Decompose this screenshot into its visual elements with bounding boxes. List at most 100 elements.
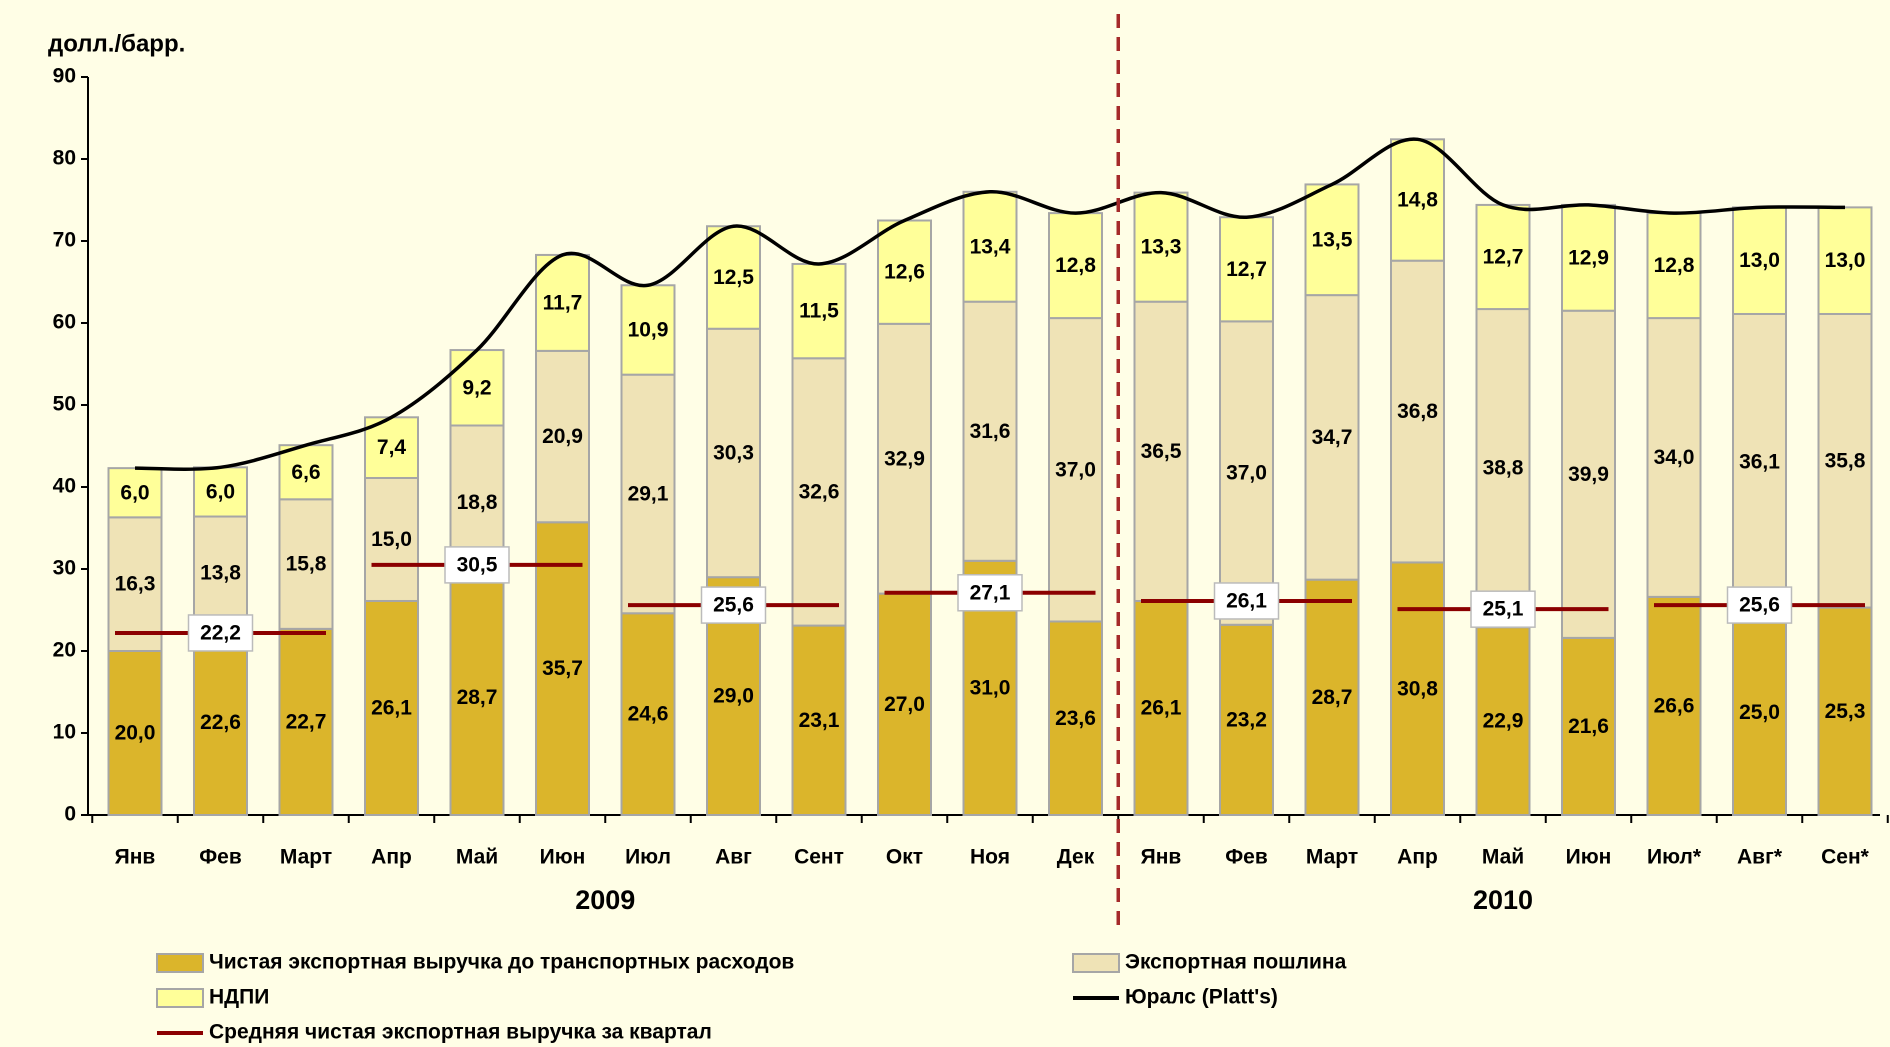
bar-segment bbox=[1732, 609, 1787, 816]
data-label: 16,3 bbox=[115, 573, 156, 596]
data-label: 25,3 bbox=[1825, 700, 1866, 723]
legend-label: Средняя чистая экспортная выручка за ква… bbox=[209, 1021, 712, 1044]
quarter-average-label: 25,6 bbox=[1739, 594, 1780, 617]
legend-label: Экспортная пошлина bbox=[1125, 951, 1347, 974]
quarter-average-label: 26,1 bbox=[1226, 590, 1267, 613]
quarter-label-box bbox=[957, 574, 1023, 612]
y-tick-label: 0 bbox=[64, 803, 76, 826]
x-tick-label: Авг bbox=[715, 846, 752, 869]
bar-segment bbox=[1219, 623, 1274, 817]
data-label: 12,7 bbox=[1226, 258, 1267, 281]
data-label: 12,6 bbox=[884, 261, 925, 284]
data-label: 13,0 bbox=[1739, 249, 1780, 272]
bar-segment bbox=[877, 219, 932, 325]
data-label: 38,8 bbox=[1483, 457, 1524, 480]
data-label: 30,8 bbox=[1397, 677, 1438, 700]
data-label: 35,7 bbox=[542, 657, 583, 680]
x-tick-label: Авг* bbox=[1737, 846, 1783, 869]
bar-segment bbox=[962, 190, 1018, 303]
data-label: 13,0 bbox=[1825, 249, 1866, 272]
data-label: 10,9 bbox=[628, 319, 669, 342]
y-axis-label: долл./барр. bbox=[48, 30, 185, 57]
bar-segment bbox=[706, 327, 761, 579]
data-label: 37,0 bbox=[1055, 458, 1096, 481]
x-tick-label: Июл* bbox=[1647, 846, 1702, 869]
data-label: 21,6 bbox=[1568, 715, 1609, 738]
urals-line bbox=[134, 137, 1846, 471]
data-label: 9,2 bbox=[462, 376, 491, 399]
bar-segment bbox=[1048, 212, 1103, 320]
x-tick-label: Июн bbox=[540, 846, 586, 869]
legend-label: НДПИ bbox=[209, 986, 269, 1009]
quarter-label-box bbox=[1470, 590, 1536, 628]
y-tick-label: 40 bbox=[53, 475, 76, 498]
bar-segment bbox=[193, 466, 248, 518]
bar-segment bbox=[1646, 595, 1702, 816]
data-label: 36,1 bbox=[1739, 451, 1780, 474]
data-label: 12,8 bbox=[1055, 254, 1096, 277]
data-label: 39,9 bbox=[1568, 463, 1609, 486]
bar-segment bbox=[1133, 300, 1189, 602]
bar-segment bbox=[1561, 309, 1616, 639]
data-label: 22,6 bbox=[200, 711, 241, 734]
bar-segment bbox=[278, 444, 334, 501]
data-label: 24,6 bbox=[628, 703, 669, 726]
data-label: 32,6 bbox=[799, 480, 840, 503]
bar-segment bbox=[791, 624, 847, 817]
bar-segment bbox=[1048, 317, 1103, 623]
bar-segment bbox=[877, 322, 932, 595]
data-label: 6,0 bbox=[120, 481, 149, 504]
year-label: 2009 bbox=[575, 885, 635, 915]
data-label: 23,1 bbox=[799, 709, 840, 732]
bar-segment bbox=[1732, 206, 1787, 315]
bar-segment bbox=[449, 578, 505, 816]
data-label: 29,0 bbox=[713, 685, 754, 708]
bar-segment bbox=[535, 521, 590, 816]
data-label: 37,0 bbox=[1226, 462, 1267, 485]
bar-segment bbox=[1304, 578, 1360, 816]
bar-segment bbox=[1475, 203, 1531, 311]
data-label: 31,6 bbox=[970, 420, 1011, 443]
bar-segment bbox=[877, 592, 932, 816]
data-label: 20,9 bbox=[542, 425, 583, 448]
data-label: 28,7 bbox=[457, 686, 498, 709]
data-label: 20,0 bbox=[115, 722, 156, 745]
quarter-average-label: 25,1 bbox=[1483, 598, 1524, 621]
x-tick-label: Май bbox=[1482, 846, 1524, 869]
bar-segment bbox=[193, 628, 248, 816]
y-tick-label: 90 bbox=[53, 65, 76, 88]
bar-segment bbox=[278, 627, 334, 816]
data-label: 13,4 bbox=[970, 235, 1011, 258]
quarter-average-label: 27,1 bbox=[970, 581, 1011, 604]
data-label: 22,7 bbox=[286, 710, 327, 733]
quarter-label-box bbox=[187, 614, 254, 652]
quarter-average-label: 22,2 bbox=[200, 622, 241, 645]
bar-segment bbox=[791, 357, 847, 627]
bar-segment bbox=[791, 262, 847, 360]
legend-swatch bbox=[1072, 953, 1120, 973]
x-tick-label: Сен* bbox=[1821, 846, 1870, 869]
x-tick-label: Янв bbox=[115, 846, 156, 869]
data-label: 15,0 bbox=[371, 528, 412, 551]
x-tick-label: Март bbox=[280, 846, 332, 869]
data-label: 29,1 bbox=[628, 483, 669, 506]
x-tick-label: Фев bbox=[199, 846, 242, 869]
y-tick-label: 60 bbox=[53, 311, 76, 334]
data-label: 18,8 bbox=[457, 491, 498, 514]
data-label: 23,2 bbox=[1226, 708, 1267, 731]
data-label: 31,0 bbox=[970, 676, 1011, 699]
bar-segment bbox=[962, 300, 1018, 562]
x-tick-label: Май bbox=[456, 846, 498, 869]
data-label: 13,3 bbox=[1141, 236, 1182, 259]
y-tick-label: 50 bbox=[53, 393, 76, 416]
quarter-average-label: 25,6 bbox=[713, 594, 754, 617]
bar-segment bbox=[1561, 636, 1616, 816]
data-label: 34,7 bbox=[1312, 426, 1353, 449]
bar-segment bbox=[1475, 626, 1531, 816]
data-label: 12,8 bbox=[1654, 254, 1695, 277]
x-tick-label: Сент bbox=[794, 846, 844, 869]
bar-segment bbox=[1390, 138, 1445, 262]
bar-segment bbox=[1817, 312, 1873, 609]
y-tick-label: 20 bbox=[53, 639, 76, 662]
data-label: 6,6 bbox=[291, 461, 320, 484]
